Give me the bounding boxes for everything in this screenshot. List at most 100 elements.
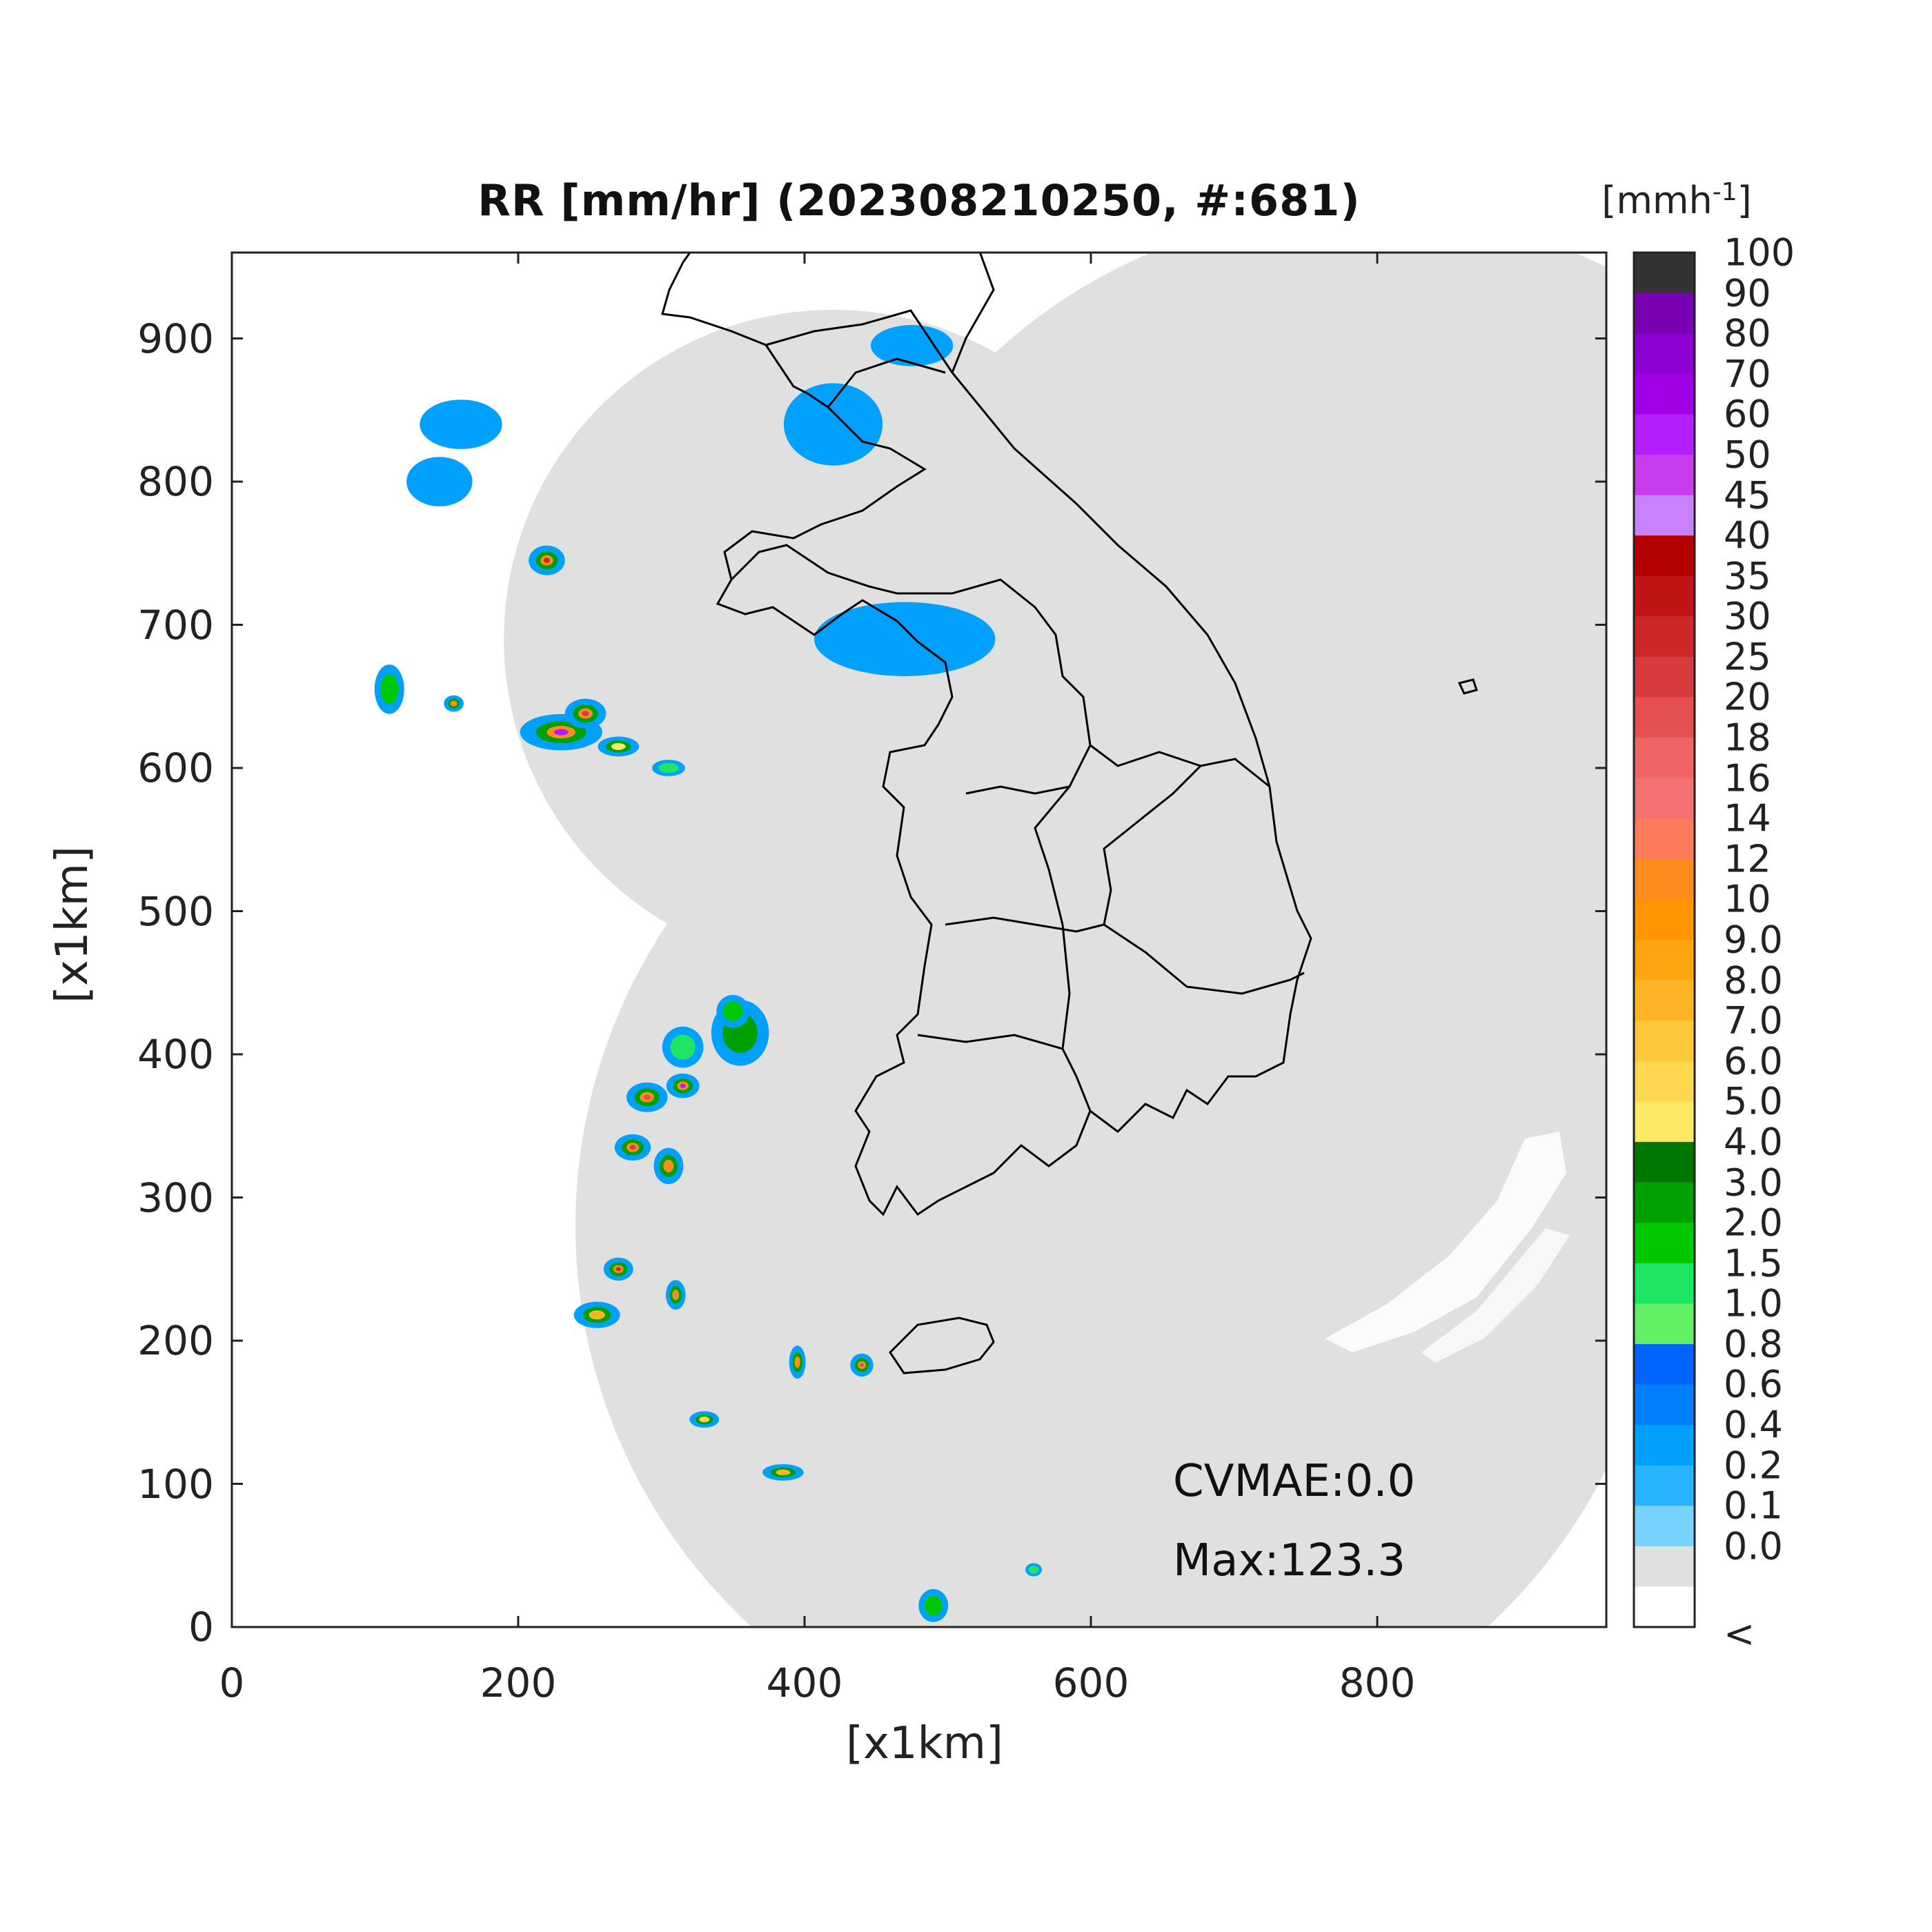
rain-cell-core <box>553 729 569 736</box>
colorbar-label: 2.0 <box>1724 1201 1783 1245</box>
colorbar-label: 60 <box>1724 392 1771 436</box>
rain-cell <box>573 1301 620 1328</box>
y-tick-label: 400 <box>137 1031 214 1078</box>
province-border <box>945 765 1202 933</box>
rain-cell <box>783 383 883 466</box>
chart-title: RR [mm/hr] (202308210250, #:681) <box>477 175 1361 226</box>
colorbar-swatch <box>1634 253 1695 294</box>
colorbar-label: 30 <box>1724 594 1771 638</box>
rain-cells-layer <box>374 325 1042 1622</box>
colorbar-label: 40 <box>1724 513 1771 558</box>
colorbar-label: 20 <box>1724 675 1771 719</box>
no-echo-patches <box>1325 1132 1570 1363</box>
plot-frame <box>230 251 1608 1628</box>
x-tick-label: 800 <box>1339 1659 1416 1706</box>
colorbar-frame <box>1633 251 1696 1628</box>
colorbar-label: 18 <box>1724 716 1771 760</box>
rain-cell-core <box>629 1145 636 1150</box>
y-axis-label: [x1km] <box>47 846 98 1003</box>
colorbar-label: 90 <box>1724 271 1771 315</box>
colorbar-label: 4.0 <box>1724 1120 1783 1164</box>
colorbar-label: 25 <box>1724 635 1771 679</box>
rain-cell <box>789 1346 806 1379</box>
x-tick-label: 0 <box>219 1659 245 1706</box>
rain-cell <box>870 325 954 366</box>
colorbar-unit-exponent: -1 <box>1712 178 1737 206</box>
colorbar-unit: [mmh-1] <box>1566 178 1787 222</box>
rain-cell-inner <box>611 742 626 750</box>
rain-cell-middle <box>670 1034 696 1060</box>
colorbar-swatch <box>1634 980 1695 1021</box>
colorbar-swatch <box>1634 818 1695 860</box>
rain-cell-middle <box>722 1001 743 1022</box>
colorbar-swatch <box>1634 778 1695 819</box>
province-border <box>1103 923 1305 995</box>
y-tick-label: 0 <box>188 1604 214 1650</box>
rain-cell <box>520 713 602 751</box>
province-border <box>1034 786 1071 925</box>
jeju-island-outline <box>889 1317 995 1374</box>
province-border <box>730 544 952 595</box>
rain-cell <box>603 1257 633 1281</box>
axis-ticks <box>230 253 1606 1628</box>
colorbar-label: 1.0 <box>1724 1281 1783 1325</box>
colorbar-unit-base: [mmh <box>1601 179 1713 222</box>
radar-coverage-circle <box>575 682 1606 1627</box>
rain-cell <box>374 664 404 714</box>
colorbar-swatch <box>1634 738 1695 779</box>
rain-cell <box>850 1353 874 1377</box>
peninsula-coastline <box>661 253 1312 1216</box>
colorbar-label: 45 <box>1724 473 1771 518</box>
colorbar-label: 5.0 <box>1724 1079 1783 1123</box>
rain-cell-middle <box>658 762 679 773</box>
rain-cell <box>598 736 640 757</box>
colorbar-swatch <box>1634 1303 1695 1345</box>
rain-cell <box>444 695 464 712</box>
colorbar-swatch <box>1634 535 1695 577</box>
colorbar-swatch <box>1634 1101 1695 1143</box>
y-tick-label: 700 <box>137 601 214 649</box>
rain-cell <box>665 1280 686 1310</box>
colorbar-label: 16 <box>1724 756 1771 800</box>
colorbar-label: 0.1 <box>1724 1483 1783 1528</box>
rain-cell-core <box>615 1267 621 1272</box>
rain-cell <box>406 457 473 506</box>
rain-cell <box>716 994 750 1028</box>
colorbar-swatch <box>1634 1141 1695 1183</box>
colorbar-swatch <box>1634 495 1695 536</box>
colorbar-swatch <box>1634 940 1695 981</box>
colorbar-swatch <box>1634 414 1695 455</box>
rain-cell-core <box>680 1083 686 1088</box>
colorbar-label: 8.0 <box>1724 958 1783 1003</box>
y-tick-label: 800 <box>137 458 214 505</box>
rain-cell-middle <box>924 1595 943 1616</box>
rain-cell-inner <box>776 1469 791 1476</box>
rain-cell <box>626 1082 668 1112</box>
colorbar-swatch <box>1634 656 1695 698</box>
rain-cell <box>614 1134 651 1161</box>
colorbar-swatch <box>1634 616 1695 658</box>
colorbar-label: 0.4 <box>1724 1403 1783 1447</box>
colorbar-label: 12 <box>1724 837 1771 881</box>
rain-cell-middle <box>380 674 399 704</box>
rain-cell-outer <box>870 325 954 366</box>
rain-cell <box>564 698 607 729</box>
rain-cell <box>529 545 565 575</box>
colorbar-label: 50 <box>1724 433 1771 477</box>
rain-cell <box>662 1026 704 1068</box>
x-tick-label: 600 <box>1052 1659 1130 1706</box>
colorbar-label: 6.0 <box>1724 1039 1783 1083</box>
rain-cell-outer <box>814 602 996 676</box>
rain-cell-inner <box>794 1356 800 1368</box>
colorbar-swatch <box>1634 1546 1695 1587</box>
y-tick-label: 600 <box>137 745 214 791</box>
colorbar-swatch <box>1634 1223 1695 1264</box>
colorbar-unit-close: ] <box>1737 179 1752 222</box>
colorbar-swatch <box>1634 575 1695 617</box>
rain-cell <box>814 602 996 676</box>
colorbar-swatch <box>1634 858 1695 900</box>
colorbar-swatch <box>1634 333 1695 375</box>
coastline-layer <box>661 253 1478 1374</box>
